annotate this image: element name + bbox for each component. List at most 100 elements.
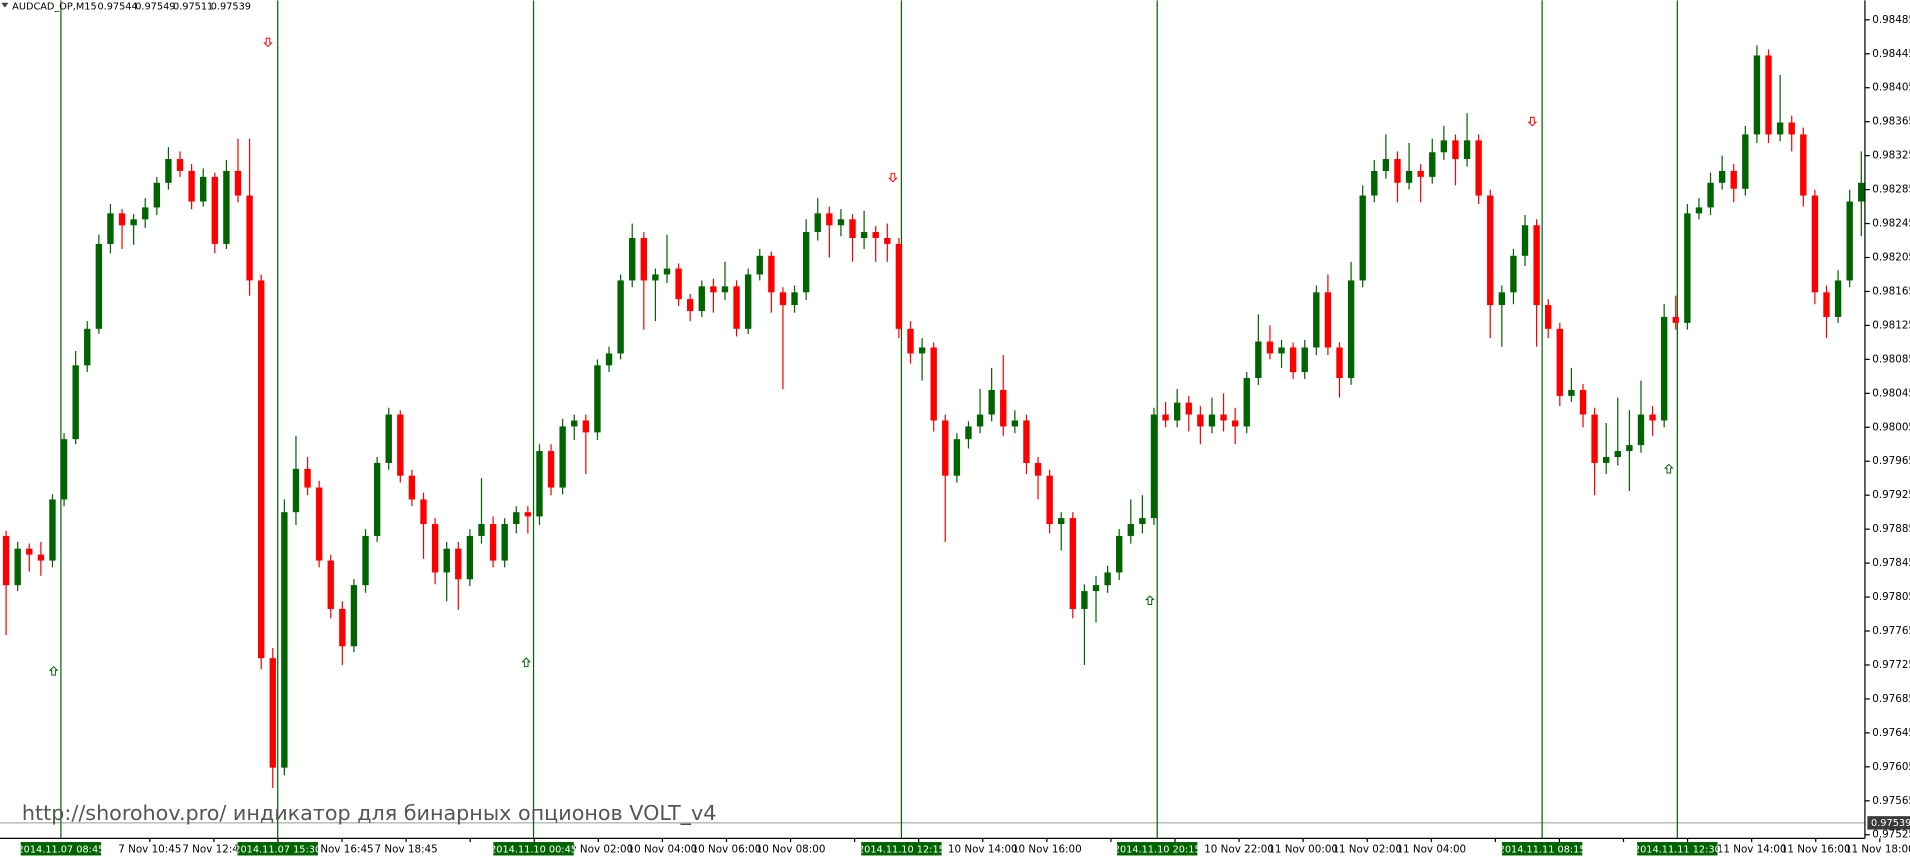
symbol: AUDCAD_OP,M15	[12, 1, 97, 12]
candle-body	[95, 243, 103, 329]
candle-body	[1058, 518, 1065, 525]
y-tick-label: 0.97765	[1872, 625, 1910, 637]
candle-body	[373, 462, 381, 536]
vertical-line-label: 2014.11.07 15:30	[234, 844, 321, 855]
candle-body	[710, 286, 717, 293]
candle-body	[547, 451, 555, 488]
x-tick-label: 10 Nov 22:00	[1204, 843, 1274, 855]
header-price: 0.97549	[135, 1, 175, 12]
candle-body	[304, 468, 311, 488]
candle-body	[791, 292, 798, 306]
signal-arrow	[888, 172, 898, 183]
candle-body	[988, 389, 995, 415]
candle-body	[1382, 159, 1390, 171]
y-tick-label: 0.97805	[1872, 591, 1910, 603]
candle-body	[1429, 152, 1436, 177]
x-tick-label: 10 Nov 16:00	[1012, 843, 1082, 855]
candle-body	[1116, 535, 1123, 573]
x-tick-label: 7 Nov 10:45	[118, 843, 181, 855]
candle-body	[1498, 292, 1506, 306]
signal-arrow	[1145, 595, 1155, 606]
candle-body	[1823, 292, 1830, 317]
candle-body	[1324, 292, 1332, 348]
candle-body	[466, 535, 474, 580]
candle-body	[1150, 414, 1158, 519]
candle-body	[918, 347, 926, 354]
candle-body	[1255, 341, 1262, 379]
candle-body	[860, 232, 868, 238]
vertical-line-label-box	[1637, 842, 1718, 856]
vertical-line-label-box	[493, 842, 574, 856]
x-tick-label: 11 Nov 16:00	[1781, 843, 1851, 855]
candle-body	[698, 286, 705, 311]
candle-body	[1034, 462, 1042, 476]
candle-body	[1347, 280, 1355, 379]
candle-body	[779, 292, 787, 306]
candle-body	[872, 232, 879, 238]
candle-body	[1440, 140, 1448, 153]
vertical-line-label: 2014.11.10 12:15	[858, 844, 945, 855]
candle-body	[1289, 347, 1297, 373]
candle-body	[292, 468, 300, 513]
candle-body	[362, 535, 369, 586]
candle-body	[1243, 378, 1250, 427]
candle-body	[1649, 414, 1656, 421]
header-price: 0.97544	[97, 1, 137, 12]
candle-body	[826, 213, 833, 226]
candle-body	[663, 268, 671, 275]
candle-body	[536, 451, 543, 517]
candle-body	[1521, 225, 1529, 256]
candle-body	[339, 608, 346, 647]
menu-icon[interactable]	[1, 2, 9, 8]
candle-body	[1788, 122, 1795, 135]
candle-body	[1023, 420, 1030, 463]
candle-body	[768, 255, 775, 293]
candle-body	[1753, 55, 1761, 135]
x-tick-label: 11 Nov 14:00	[1717, 843, 1787, 855]
candle-body	[675, 268, 682, 300]
candle-body	[1591, 414, 1598, 463]
candle-body	[1405, 170, 1413, 183]
y-tick-label: 0.98005	[1872, 421, 1910, 433]
candle-body	[1371, 170, 1378, 196]
candle-body	[153, 182, 161, 208]
candle-body	[594, 365, 601, 433]
candle-body	[1313, 292, 1320, 348]
candle-body	[385, 414, 392, 463]
candle-body	[524, 512, 532, 517]
candle-body	[72, 365, 79, 440]
x-tick-label: 10 Nov 14:00	[948, 843, 1018, 855]
candle-body	[652, 274, 659, 281]
header-price: 0.97539	[211, 1, 251, 12]
vertical-line-label: 2014.11.11 12:30	[1634, 844, 1721, 855]
watermark: http://shorohov.pro/ индикатор для бинар…	[22, 801, 717, 826]
candle-body	[930, 347, 937, 421]
y-tick-label: 0.97605	[1872, 761, 1910, 773]
y-tick-label: 0.98125	[1872, 319, 1910, 331]
candle-body	[281, 512, 288, 768]
y-tick-label: 0.98045	[1872, 387, 1910, 399]
vertical-line-label: 2014.11.10 20:15	[1114, 844, 1201, 855]
candle-body	[1533, 225, 1540, 306]
candle-body	[965, 426, 972, 440]
x-tick-label: 11 Nov 00:00	[1268, 843, 1338, 855]
candle-body	[1672, 316, 1679, 323]
y-tick-label: 0.98085	[1872, 353, 1910, 365]
candle-body	[176, 159, 184, 171]
current-price-label: 0.97539	[1871, 818, 1910, 829]
candle-body	[687, 299, 694, 311]
candle-body	[1800, 134, 1807, 196]
signal-arrow	[521, 657, 532, 668]
candle-body	[1197, 414, 1204, 427]
candle-body	[884, 237, 891, 244]
candle-body	[1139, 518, 1146, 525]
x-tick-label: 10 Nov 06:00	[692, 843, 762, 855]
candle-body	[1684, 213, 1691, 323]
candle-body	[837, 219, 845, 226]
candle-body	[1127, 524, 1134, 536]
candle-body	[14, 548, 21, 586]
candle-body	[37, 554, 45, 561]
candle-body	[814, 213, 821, 233]
